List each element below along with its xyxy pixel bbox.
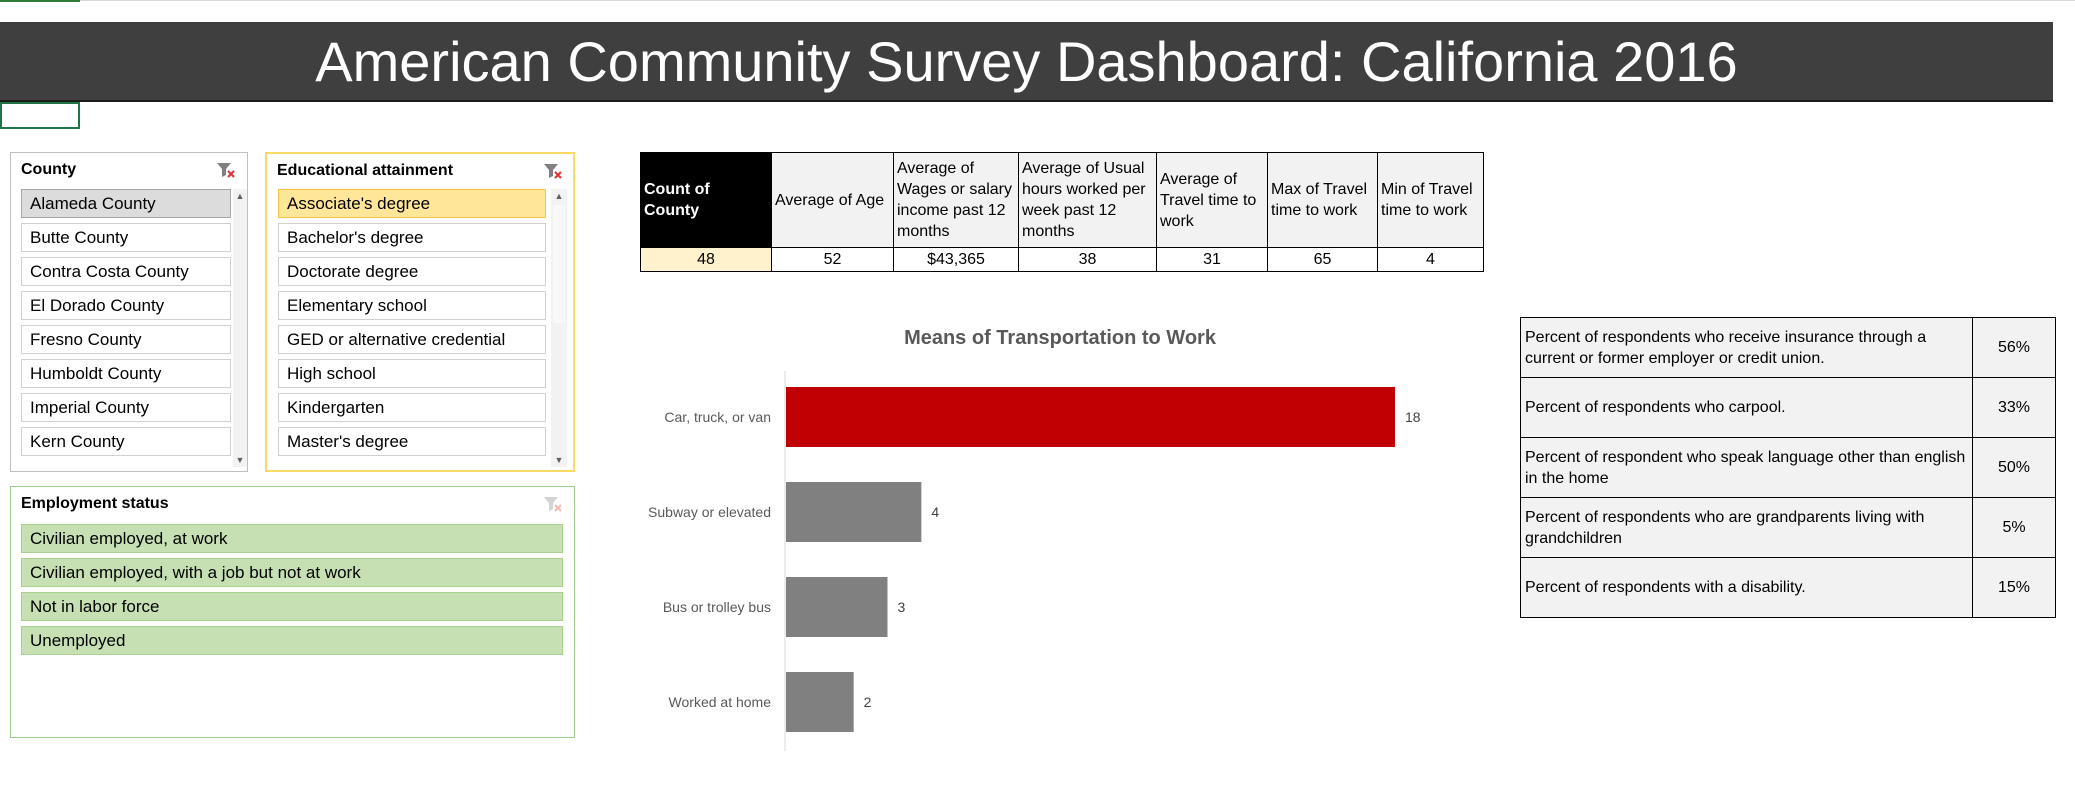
county-item[interactable]: Imperial County — [21, 393, 231, 422]
chart-category-label: Worked at home — [669, 694, 772, 710]
chart-title: Means of Transportation to Work — [904, 327, 1217, 349]
county-item[interactable]: Alameda County — [21, 189, 231, 218]
education-slicer-title: Educational attainment — [277, 162, 454, 179]
pivot-header-cell[interactable]: Average of Travel time to work — [1156, 152, 1268, 248]
stats-value[interactable]: 50% — [1972, 437, 2056, 498]
pivot-summary-table: Count of County Average of Age Average o… — [640, 152, 1484, 272]
employment-slicer: Employment status Civilian employed, at … — [10, 486, 575, 738]
pivot-header-cell[interactable]: Average of Wages or salary income past 1… — [893, 152, 1019, 248]
education-item[interactable]: Doctorate degree — [278, 257, 546, 286]
county-item[interactable]: Butte County — [21, 223, 231, 252]
scroll-down-arrow-icon[interactable]: ▼ — [554, 455, 564, 465]
scroll-down-arrow-icon[interactable]: ▼ — [235, 455, 245, 465]
chart-category-label: Bus or trolley bus — [663, 599, 771, 615]
stats-label[interactable]: Percent of respondents who receive insur… — [1520, 317, 1973, 378]
county-item[interactable]: Fresno County — [21, 325, 231, 354]
county-slicer: County Alameda County Butte County Contr… — [10, 152, 248, 472]
stats-label[interactable]: Percent of respondents who carpool. — [1520, 377, 1973, 438]
pivot-value-row: 48 52 $43,365 38 31 65 4 — [640, 247, 1484, 272]
active-cell-selection[interactable] — [0, 102, 80, 129]
county-item[interactable]: Contra Costa County — [21, 257, 231, 286]
pivot-value-cell[interactable]: $43,365 — [893, 247, 1019, 272]
page-title: American Community Survey Dashboard: Cal… — [315, 29, 1738, 93]
employment-item[interactable]: Not in labor force — [21, 592, 563, 621]
county-slicer-title: County — [21, 161, 77, 178]
pivot-header-row: Count of County Average of Age Average o… — [640, 152, 1484, 248]
employment-slicer-title: Employment status — [21, 495, 169, 512]
chart-category-label: Subway or elevated — [648, 504, 771, 520]
chart-category-label: Car, truck, or van — [664, 409, 771, 425]
education-item[interactable]: Master's degree — [278, 427, 546, 456]
education-item[interactable]: Bachelor's degree — [278, 223, 546, 252]
pivot-value-cell[interactable]: 48 — [640, 247, 772, 272]
stats-table: Percent of respondents who receive insur… — [1520, 317, 2056, 618]
employment-item[interactable]: Unemployed — [21, 626, 563, 655]
chart-bar[interactable] — [786, 577, 888, 637]
scroll-up-arrow-icon[interactable]: ▲ — [235, 191, 245, 201]
stats-row: Percent of respondents who carpool. 33% — [1520, 377, 2056, 438]
chart-data-label: 2 — [864, 694, 872, 710]
clear-filter-icon[interactable] — [216, 161, 236, 179]
chart-bar[interactable] — [786, 387, 1395, 447]
education-item[interactable]: Associate's degree — [278, 189, 546, 218]
scroll-up-arrow-icon[interactable]: ▲ — [554, 191, 564, 201]
scroll-thumb[interactable] — [553, 205, 565, 323]
employment-item[interactable]: Civilian employed, at work — [21, 524, 563, 553]
education-scrollbar[interactable]: ▲ ▼ — [551, 189, 567, 467]
county-scrollbar[interactable]: ▲ ▼ — [233, 189, 247, 467]
chart-data-label: 18 — [1405, 409, 1421, 425]
stats-row: Percent of respondents who are grandpare… — [1520, 497, 2056, 558]
education-slicer: Educational attainment Associate's degre… — [265, 152, 575, 472]
education-item[interactable]: High school — [278, 359, 546, 388]
chart-marks: Car, truck, or van 18 Subway or elevated 4 B… — [648, 387, 1421, 732]
education-item[interactable]: GED or alternative credential — [278, 325, 546, 354]
scroll-thumb[interactable] — [235, 205, 245, 295]
county-item[interactable]: Kern County — [21, 427, 231, 456]
stats-label[interactable]: Percent of respondent who speak language… — [1520, 437, 1973, 498]
stats-value[interactable]: 56% — [1972, 317, 2056, 378]
county-item[interactable]: El Dorado County — [21, 291, 231, 320]
pivot-header-cell[interactable]: Average of Age — [771, 152, 894, 248]
stats-label[interactable]: Percent of respondents who are grandpare… — [1520, 497, 1973, 558]
stats-row: Percent of respondents with a disability… — [1520, 557, 2056, 618]
stats-value[interactable]: 15% — [1972, 557, 2056, 618]
pivot-value-cell[interactable]: 4 — [1377, 247, 1484, 272]
stats-label[interactable]: Percent of respondents with a disability… — [1520, 557, 1973, 618]
clear-filter-icon[interactable] — [543, 162, 563, 180]
pivot-header-cell[interactable]: Average of Usual hours worked per week p… — [1018, 152, 1157, 248]
education-item[interactable]: Kindergarten — [278, 393, 546, 422]
education-item[interactable]: Elementary school — [278, 291, 546, 320]
county-item[interactable]: Humboldt County — [21, 359, 231, 388]
sheet-top-border — [0, 0, 2075, 1]
pivot-header-cell[interactable]: Min of Travel time to work — [1377, 152, 1484, 248]
pivot-value-cell[interactable]: 38 — [1018, 247, 1157, 272]
stats-row: Percent of respondents who receive insur… — [1520, 317, 2056, 378]
pivot-value-cell[interactable]: 65 — [1267, 247, 1378, 272]
stats-value[interactable]: 33% — [1972, 377, 2056, 438]
pivot-header-cell[interactable]: Count of County — [640, 152, 772, 248]
dashboard-banner: American Community Survey Dashboard: Cal… — [0, 22, 2053, 102]
chart-bar[interactable] — [786, 482, 922, 542]
pivot-value-cell[interactable]: 52 — [771, 247, 894, 272]
clear-filter-icon[interactable] — [543, 495, 563, 513]
stats-value[interactable]: 5% — [1972, 497, 2056, 558]
chart-data-label: 4 — [931, 504, 939, 520]
chart-data-label: 3 — [898, 599, 906, 615]
chart-bar[interactable] — [786, 672, 854, 732]
stats-row: Percent of respondent who speak language… — [1520, 437, 2056, 498]
selected-tab-accent — [0, 0, 80, 2]
pivot-value-cell[interactable]: 31 — [1156, 247, 1268, 272]
transportation-bar-chart[interactable]: Means of Transportation to Work Car, tru… — [640, 315, 1460, 755]
pivot-header-cell[interactable]: Max of Travel time to work — [1267, 152, 1378, 248]
employment-item[interactable]: Civilian employed, with a job but not at… — [21, 558, 563, 587]
